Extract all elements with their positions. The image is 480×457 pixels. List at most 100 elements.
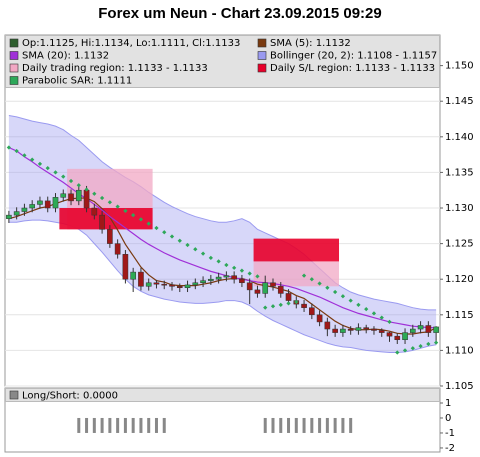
y-tick-label: 1.120 bbox=[445, 274, 474, 285]
sar-dot bbox=[154, 225, 159, 231]
sar-dot bbox=[162, 230, 167, 235]
sar-dot bbox=[239, 268, 245, 273]
candle-body bbox=[44, 200, 51, 209]
y-tick-label: 1.105 bbox=[445, 381, 474, 392]
sar-dot bbox=[301, 273, 307, 278]
bar bbox=[92, 417, 96, 433]
bar bbox=[139, 417, 143, 433]
sar-dot bbox=[348, 298, 353, 303]
sar-dot bbox=[387, 319, 392, 325]
candle-body bbox=[130, 271, 136, 280]
sar-dot bbox=[224, 262, 229, 268]
candle-body bbox=[254, 289, 261, 294]
bar bbox=[116, 417, 120, 433]
bollinger-line bbox=[8, 114, 437, 311]
legend-label: Long/Short: 0.0000 bbox=[22, 391, 118, 402]
sar-dot bbox=[99, 195, 105, 201]
sar-dot bbox=[6, 145, 12, 150]
sar-dot bbox=[309, 277, 314, 282]
legend-label: Daily S/L region: 1.1133 - 1.1133 bbox=[270, 63, 435, 74]
bar bbox=[310, 417, 314, 433]
y-tick-label: 1.125 bbox=[445, 239, 474, 250]
sar-dot bbox=[317, 281, 322, 286]
legend-swatch bbox=[9, 390, 19, 400]
candle-body bbox=[394, 335, 401, 340]
bar bbox=[85, 417, 89, 433]
legend-swatch bbox=[9, 38, 19, 48]
bar bbox=[287, 417, 291, 433]
sar-dot bbox=[14, 148, 19, 154]
legend-label: Parabolic SAR: 1.1111 bbox=[22, 76, 132, 87]
legend-swatch bbox=[9, 63, 19, 73]
sar-dot bbox=[379, 315, 384, 320]
sar-dot bbox=[138, 217, 144, 222]
legend-box bbox=[5, 388, 440, 402]
legend-swatch bbox=[257, 63, 267, 73]
sar-dot bbox=[426, 341, 431, 347]
bar bbox=[100, 417, 104, 433]
sar-dot bbox=[200, 251, 206, 256]
sar-dot bbox=[340, 294, 346, 299]
candle-body bbox=[363, 327, 370, 330]
sar-dot bbox=[333, 289, 338, 295]
candle-body bbox=[347, 328, 354, 331]
bar bbox=[77, 417, 81, 433]
candle-body bbox=[316, 314, 323, 323]
bar bbox=[302, 417, 306, 433]
candle-body bbox=[332, 328, 338, 333]
legend-box bbox=[5, 35, 440, 88]
sar-dot bbox=[84, 187, 89, 192]
candle-body bbox=[409, 328, 416, 333]
candle-body bbox=[13, 211, 20, 216]
sar-dot bbox=[232, 265, 237, 270]
candle-body bbox=[239, 278, 245, 284]
candle-body bbox=[270, 282, 276, 287]
candle-body bbox=[231, 275, 237, 280]
sar-dot bbox=[185, 242, 190, 248]
bar bbox=[294, 417, 298, 433]
candle-body bbox=[378, 330, 385, 333]
y-tick-label: 1.130 bbox=[445, 203, 474, 214]
candle-body bbox=[176, 286, 183, 288]
legend-label: SMA (5): 1.1132 bbox=[270, 38, 351, 49]
sar-dot bbox=[30, 157, 35, 162]
candle-body bbox=[145, 282, 152, 287]
candle-body bbox=[386, 332, 393, 337]
candle-body bbox=[114, 243, 121, 255]
bar bbox=[333, 417, 337, 433]
bar bbox=[162, 417, 166, 433]
candle-body bbox=[223, 275, 230, 278]
candle-body bbox=[417, 325, 424, 330]
candle-body bbox=[301, 303, 307, 308]
legend-label: Bollinger (20, 2): 1.1108 - 1.1157 bbox=[270, 51, 437, 62]
candle-body bbox=[153, 282, 160, 285]
sar-dot bbox=[22, 153, 27, 158]
sar-dot bbox=[131, 213, 136, 218]
sar-dot bbox=[61, 174, 66, 179]
bar bbox=[318, 417, 322, 433]
region bbox=[253, 261, 340, 287]
y-tick-label: -1 bbox=[445, 428, 455, 439]
y-tick-label: 1.145 bbox=[445, 96, 474, 107]
candle-body bbox=[169, 284, 175, 287]
bar bbox=[147, 417, 151, 433]
candle-body bbox=[215, 276, 222, 280]
sar-dot bbox=[325, 285, 330, 290]
sar-dot bbox=[433, 340, 439, 345]
candle-body bbox=[122, 254, 129, 280]
candle-body bbox=[29, 204, 36, 209]
candle-body bbox=[138, 271, 144, 287]
candle-body bbox=[99, 214, 105, 230]
sar-dot bbox=[418, 344, 423, 349]
sar-dot bbox=[115, 204, 120, 209]
sar-dot bbox=[53, 170, 58, 175]
sar-dot bbox=[76, 183, 81, 188]
sar-dot bbox=[193, 247, 198, 252]
candle-body bbox=[285, 293, 292, 301]
legend-label: Op:1.1125, Hi:1.1134, Lo:1.1111, Cl:1.11… bbox=[22, 38, 240, 49]
legend-swatch bbox=[9, 76, 19, 85]
candle-body bbox=[91, 207, 98, 216]
bar bbox=[131, 417, 135, 433]
sar-dot bbox=[371, 311, 377, 316]
